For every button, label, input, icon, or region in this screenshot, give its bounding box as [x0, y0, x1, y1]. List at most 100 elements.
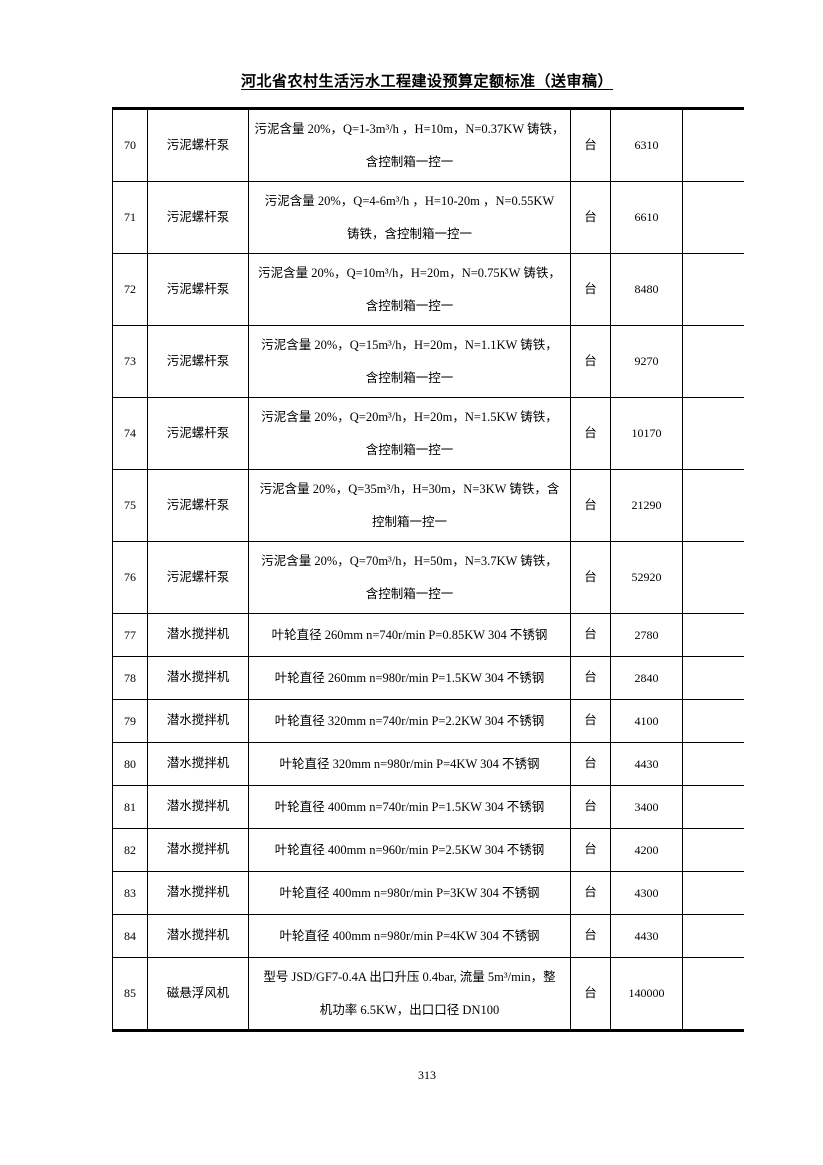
- item-spec-cell: 污泥含量 20%，Q=10m³/h，H=20m，N=0.75KW 铸铁， 含控制…: [248, 253, 571, 326]
- empty-cell: [682, 325, 744, 398]
- item-unit-cell: 台: [570, 325, 611, 398]
- item-price-cell: 10170: [610, 397, 683, 470]
- table-row: 76 污泥螺杆泵 污泥含量 20%，Q=70m³/h，H=50m，N=3.7KW…: [112, 541, 744, 614]
- item-unit-cell: 台: [570, 613, 611, 657]
- item-name-cell: 磁悬浮风机: [147, 957, 249, 1031]
- empty-cell: [682, 699, 744, 743]
- item-price-cell: 2840: [610, 656, 683, 700]
- row-number-cell: 83: [112, 871, 148, 915]
- table-row: 83 潜水搅拌机 叶轮直径 400mm n=980r/min P=3KW 304…: [112, 871, 744, 915]
- row-number-cell: 77: [112, 613, 148, 657]
- row-number-cell: 71: [112, 181, 148, 254]
- empty-cell: [682, 828, 744, 872]
- item-name-cell: 污泥螺杆泵: [147, 541, 249, 614]
- row-number-cell: 75: [112, 469, 148, 542]
- row-number-cell: 74: [112, 397, 148, 470]
- item-unit-cell: 台: [570, 871, 611, 915]
- empty-cell: [682, 914, 744, 958]
- table-row: 84 潜水搅拌机 叶轮直径 400mm n=980r/min P=4KW 304…: [112, 914, 744, 958]
- item-price-cell: 4430: [610, 914, 683, 958]
- item-name-cell: 潜水搅拌机: [147, 871, 249, 915]
- empty-cell: [682, 613, 744, 657]
- item-price-cell: 4200: [610, 828, 683, 872]
- item-price-cell: 6610: [610, 181, 683, 254]
- row-number-cell: 81: [112, 785, 148, 829]
- table-row: 79 潜水搅拌机 叶轮直径 320mm n=740r/min P=2.2KW 3…: [112, 699, 744, 743]
- item-unit-cell: 台: [570, 108, 611, 182]
- item-unit-cell: 台: [570, 828, 611, 872]
- item-name-cell: 污泥螺杆泵: [147, 325, 249, 398]
- item-unit-cell: 台: [570, 656, 611, 700]
- item-price-cell: 4100: [610, 699, 683, 743]
- quota-table-body: 70 污泥螺杆泵 污泥含量 20%，Q=1-3m³/h ，H=10m，N=0.3…: [112, 108, 744, 1031]
- item-price-cell: 8480: [610, 253, 683, 326]
- row-number-cell: 80: [112, 742, 148, 786]
- item-name-cell: 潜水搅拌机: [147, 828, 249, 872]
- item-spec-cell: 污泥含量 20%，Q=1-3m³/h ，H=10m，N=0.37KW 铸铁， 含…: [248, 108, 571, 182]
- item-unit-cell: 台: [570, 541, 611, 614]
- item-spec-cell: 叶轮直径 400mm n=980r/min P=3KW 304 不锈钢: [248, 871, 571, 915]
- item-name-cell: 潜水搅拌机: [147, 699, 249, 743]
- item-unit-cell: 台: [570, 469, 611, 542]
- item-price-cell: 9270: [610, 325, 683, 398]
- item-price-cell: 140000: [610, 957, 683, 1031]
- table-row: 70 污泥螺杆泵 污泥含量 20%，Q=1-3m³/h ，H=10m，N=0.3…: [112, 108, 744, 182]
- empty-cell: [682, 785, 744, 829]
- row-number-cell: 79: [112, 699, 148, 743]
- empty-cell: [682, 871, 744, 915]
- empty-cell: [682, 181, 744, 254]
- row-number-cell: 72: [112, 253, 148, 326]
- item-unit-cell: 台: [570, 914, 611, 958]
- item-spec-cell: 污泥含量 20%，Q=20m³/h，H=20m，N=1.5KW 铸铁， 含控制箱…: [248, 397, 571, 470]
- empty-cell: [682, 541, 744, 614]
- item-unit-cell: 台: [570, 181, 611, 254]
- row-number-cell: 82: [112, 828, 148, 872]
- empty-cell: [682, 742, 744, 786]
- item-name-cell: 潜水搅拌机: [147, 914, 249, 958]
- item-spec-cell: 型号 JSD/GF7-0.4A 出口升压 0.4bar, 流量 5m³/min，…: [248, 957, 571, 1031]
- table-row: 74 污泥螺杆泵 污泥含量 20%，Q=20m³/h，H=20m，N=1.5KW…: [112, 397, 744, 470]
- row-number-cell: 70: [112, 108, 148, 182]
- table-row: 75 污泥螺杆泵 污泥含量 20%，Q=35m³/h，H=30m，N=3KW 铸…: [112, 469, 744, 542]
- item-price-cell: 3400: [610, 785, 683, 829]
- item-price-cell: 6310: [610, 108, 683, 182]
- item-spec-cell: 叶轮直径 320mm n=740r/min P=2.2KW 304 不锈钢: [248, 699, 571, 743]
- item-unit-cell: 台: [570, 742, 611, 786]
- item-spec-cell: 叶轮直径 400mm n=960r/min P=2.5KW 304 不锈钢: [248, 828, 571, 872]
- table-row: 77 潜水搅拌机 叶轮直径 260mm n=740r/min P=0.85KW …: [112, 613, 744, 657]
- empty-cell: [682, 253, 744, 326]
- empty-cell: [682, 469, 744, 542]
- empty-cell: [682, 108, 744, 182]
- document-title: 河北省农村生活污水工程建设预算定额标准（送审稿）: [240, 74, 613, 90]
- item-price-cell: 21290: [610, 469, 683, 542]
- table-row: 73 污泥螺杆泵 污泥含量 20%，Q=15m³/h，H=20m，N=1.1KW…: [112, 325, 744, 398]
- table-row: 82 潜水搅拌机 叶轮直径 400mm n=960r/min P=2.5KW 3…: [112, 828, 744, 872]
- item-unit-cell: 台: [570, 397, 611, 470]
- item-spec-cell: 污泥含量 20%，Q=15m³/h，H=20m，N=1.1KW 铸铁， 含控制箱…: [248, 325, 571, 398]
- empty-cell: [682, 957, 744, 1031]
- item-name-cell: 潜水搅拌机: [147, 656, 249, 700]
- table-row: 78 潜水搅拌机 叶轮直径 260mm n=980r/min P=1.5KW 3…: [112, 656, 744, 700]
- row-number-cell: 84: [112, 914, 148, 958]
- item-name-cell: 污泥螺杆泵: [147, 253, 249, 326]
- table-row: 80 潜水搅拌机 叶轮直径 320mm n=980r/min P=4KW 304…: [112, 742, 744, 786]
- item-spec-cell: 污泥含量 20%，Q=35m³/h，H=30m，N=3KW 铸铁，含 控制箱一控…: [248, 469, 571, 542]
- table-row: 81 潜水搅拌机 叶轮直径 400mm n=740r/min P=1.5KW 3…: [112, 785, 744, 829]
- item-name-cell: 污泥螺杆泵: [147, 181, 249, 254]
- item-name-cell: 潜水搅拌机: [147, 613, 249, 657]
- item-price-cell: 4300: [610, 871, 683, 915]
- item-spec-cell: 叶轮直径 400mm n=980r/min P=4KW 304 不锈钢: [248, 914, 571, 958]
- page-number: 313: [418, 1068, 436, 1082]
- item-unit-cell: 台: [570, 957, 611, 1031]
- row-number-cell: 73: [112, 325, 148, 398]
- item-spec-cell: 叶轮直径 260mm n=980r/min P=1.5KW 304 不锈钢: [248, 656, 571, 700]
- table-row: 72 污泥螺杆泵 污泥含量 20%，Q=10m³/h，H=20m，N=0.75K…: [112, 253, 744, 326]
- row-number-cell: 76: [112, 541, 148, 614]
- item-price-cell: 52920: [610, 541, 683, 614]
- table-row: 71 污泥螺杆泵 污泥含量 20%，Q=4-6m³/h ，H=10-20m ，N…: [112, 181, 744, 254]
- row-number-cell: 78: [112, 656, 148, 700]
- empty-cell: [682, 656, 744, 700]
- item-spec-cell: 叶轮直径 400mm n=740r/min P=1.5KW 304 不锈钢: [248, 785, 571, 829]
- item-price-cell: 2780: [610, 613, 683, 657]
